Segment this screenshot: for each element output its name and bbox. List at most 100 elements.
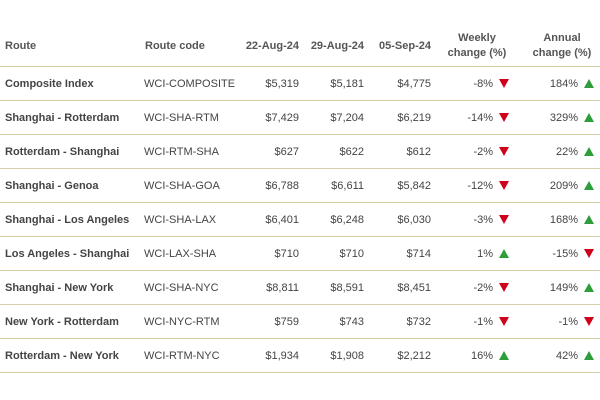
change-value: 1% xyxy=(477,247,493,260)
cell: -1% xyxy=(515,304,600,339)
route-name: Shanghai - Genoa xyxy=(0,168,140,203)
cell: $2,212 xyxy=(370,338,437,373)
change-value: -1% xyxy=(473,315,493,328)
cell: $732 xyxy=(370,304,437,339)
cell: $1,934 xyxy=(240,338,305,373)
cell: $6,788 xyxy=(240,168,305,203)
down-arrow xyxy=(499,317,509,327)
column-header: Weekly change (%) xyxy=(437,25,515,67)
table-row: Shanghai - New York WCI-SHA-NYC $8,811 $8,5… xyxy=(0,270,600,305)
cell: $7,429 xyxy=(240,100,305,135)
cell: $759 xyxy=(240,304,305,339)
route-name: Shanghai - New York xyxy=(0,270,140,305)
change-value: 42% xyxy=(555,349,578,362)
route-name: Composite Index xyxy=(0,66,140,101)
cell: $6,030 xyxy=(370,202,437,237)
cell: 149% xyxy=(515,270,600,305)
change-value: 16% xyxy=(470,349,493,362)
route-code: WCI-SHA-NYC xyxy=(140,270,240,305)
cell: -12% xyxy=(437,168,515,203)
route-code: WCI-RTM-NYC xyxy=(140,338,240,373)
change-value: -8% xyxy=(473,77,493,90)
table-row: Shanghai - Los Angeles WCI-SHA-LAX $6,401 $… xyxy=(0,202,600,237)
cell: $6,611 xyxy=(305,168,370,203)
change-value: -2% xyxy=(473,145,493,158)
cell: $5,842 xyxy=(370,168,437,203)
column-header: Annual change (%) xyxy=(515,25,600,67)
change-value: -3% xyxy=(473,213,493,226)
column-header: Route xyxy=(0,25,140,67)
down-arrow xyxy=(584,249,594,259)
down-arrow xyxy=(499,215,509,225)
column-header: 05-Sep-24 xyxy=(370,25,437,67)
route-name: Los Angeles - Shanghai xyxy=(0,236,140,271)
route-code: WCI-SHA-GOA xyxy=(140,168,240,203)
cell: $1,908 xyxy=(305,338,370,373)
header-text: Annual change (%) xyxy=(532,31,592,59)
cell: -1% xyxy=(437,304,515,339)
cell: $612 xyxy=(370,134,437,169)
cell: $4,775 xyxy=(370,66,437,101)
cell: $7,204 xyxy=(305,100,370,135)
cell: -15% xyxy=(515,236,600,271)
route-code: WCI-SHA-RTM xyxy=(140,100,240,135)
cell: $743 xyxy=(305,304,370,339)
table-row: Shanghai - Genoa WCI-SHA-GOA $6,788 $6,611 $… xyxy=(0,168,600,203)
change-value: 184% xyxy=(549,77,578,90)
route-name: Rotterdam - New York xyxy=(0,338,140,373)
cell: -2% xyxy=(437,270,515,305)
column-header: 29-Aug-24 xyxy=(305,25,370,67)
down-arrow xyxy=(584,317,594,327)
route-name: Rotterdam - Shanghai xyxy=(0,134,140,169)
cell: 42% xyxy=(515,338,600,373)
cell: $622 xyxy=(305,134,370,169)
table-row: Rotterdam - New York WCI-RTM-NYC $1,934 $1,… xyxy=(0,338,600,373)
table-body: Composite Index WCI-COMPOSITE $5,319 $5,181… xyxy=(0,66,600,373)
cell: 168% xyxy=(515,202,600,237)
change-value: 22% xyxy=(555,145,578,158)
freight-table: Route Route code 22-Aug-24 29-Aug-24 05-Sep-… xyxy=(0,25,600,373)
cell: $6,401 xyxy=(240,202,305,237)
down-arrow xyxy=(499,113,509,123)
route-name: New York - Rotterdam xyxy=(0,304,140,339)
cell: $714 xyxy=(370,236,437,271)
cell: 184% xyxy=(515,66,600,101)
change-value: 149% xyxy=(549,281,578,294)
up-arrow xyxy=(499,249,509,259)
cell: 16% xyxy=(437,338,515,373)
route-code: WCI-SHA-LAX xyxy=(140,202,240,237)
cell: $8,811 xyxy=(240,270,305,305)
cell: -2% xyxy=(437,134,515,169)
cell: 1% xyxy=(437,236,515,271)
change-value: -12% xyxy=(467,179,493,192)
cell: -14% xyxy=(437,100,515,135)
cell: $5,319 xyxy=(240,66,305,101)
up-arrow xyxy=(584,79,594,89)
change-value: -2% xyxy=(473,281,493,294)
cell: $627 xyxy=(240,134,305,169)
cell: $8,451 xyxy=(370,270,437,305)
down-arrow xyxy=(499,147,509,157)
change-value: -1% xyxy=(558,315,578,328)
header-row: Route Route code 22-Aug-24 29-Aug-24 05-Sep-… xyxy=(0,25,600,67)
route-code: WCI-NYC-RTM xyxy=(140,304,240,339)
change-value: 329% xyxy=(549,111,578,124)
up-arrow xyxy=(499,351,509,361)
down-arrow xyxy=(499,79,509,89)
table-row: Rotterdam - Shanghai WCI-RTM-SHA $627 $622 $… xyxy=(0,134,600,169)
change-value: 209% xyxy=(549,179,578,192)
table-row: Composite Index WCI-COMPOSITE $5,319 $5,181… xyxy=(0,66,600,101)
table-row: Los Angeles - Shanghai WCI-LAX-SHA $710 $71… xyxy=(0,236,600,271)
change-value: -14% xyxy=(467,111,493,124)
cell: $710 xyxy=(305,236,370,271)
route-code: WCI-RTM-SHA xyxy=(140,134,240,169)
cell: 22% xyxy=(515,134,600,169)
route-name: Shanghai - Rotterdam xyxy=(0,100,140,135)
change-value: 168% xyxy=(549,213,578,226)
column-header: Route code xyxy=(140,25,240,67)
change-value: -15% xyxy=(552,247,578,260)
column-header: 22-Aug-24 xyxy=(240,25,305,67)
route-name: Shanghai - Los Angeles xyxy=(0,202,140,237)
table-row: New York - Rotterdam WCI-NYC-RTM $759 $743 $… xyxy=(0,304,600,339)
